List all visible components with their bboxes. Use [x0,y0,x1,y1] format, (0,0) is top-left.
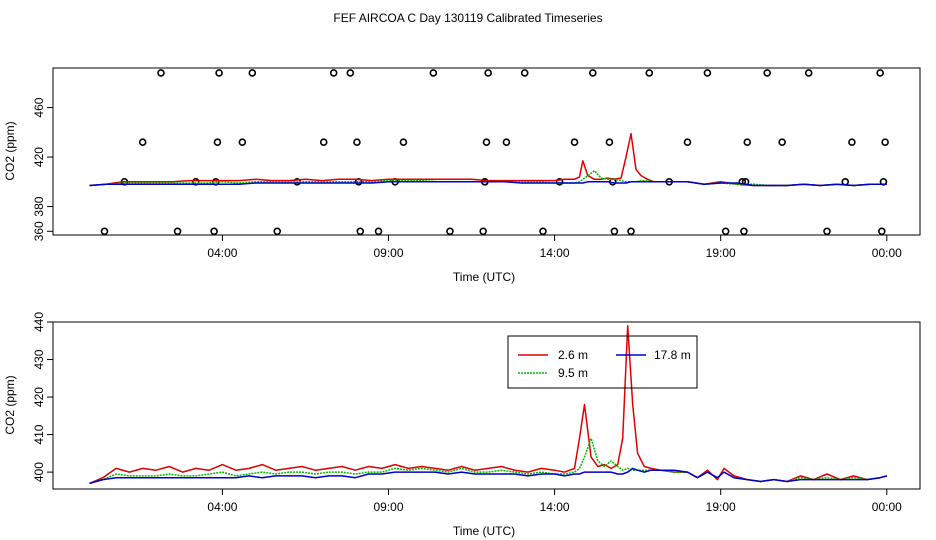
top-calibration-point [610,227,619,236]
top-y-axis-label: CO2 (ppm) [3,121,17,180]
top-calibration-point [570,138,579,147]
bottom-y-tick-label: 420 [32,387,46,407]
top-calibration-point [605,138,614,147]
top-panel: CO2 (ppm) Time (UTC) 04:00 09:00 14:00 19:0… [3,67,921,284]
top-calibration-point [273,227,282,236]
top-x-tick-label: 19:00 [706,246,736,260]
top-x-tick-label: 14:00 [540,246,570,260]
top-calibration-point [100,227,109,236]
top-calibration-point [520,69,529,77]
top-calibration-point [627,227,635,236]
top-calibration-point [399,138,408,147]
top-y-tick-label: 360 [32,221,46,241]
top-x-axis-label: Time (UTC) [453,270,515,284]
top-calibration-point [502,138,511,147]
top-calibration-point [876,69,884,77]
top-calibration-point [210,227,218,236]
top-calibration-point [721,227,730,236]
top-calibration-point [482,138,491,147]
bottom-y-tick-label: 430 [32,349,46,369]
bottom-series-2-6-m [89,325,887,485]
bottom-y-axis-label: CO2 (ppm) [3,375,17,434]
top-calibration-point [743,138,752,147]
legend-label-9-5m: 9.5 m [558,366,588,380]
top-calibration-point [823,227,831,236]
top-calibration-point [555,178,564,186]
top-calibration-point [329,69,338,77]
bottom-x-tick-label: 19:00 [706,500,736,514]
bottom-series-17-8-m [89,467,887,485]
bottom-plot-frame [52,321,921,490]
top-calibration-point [213,138,222,147]
top-calibration-point [353,138,361,147]
bottom-panel: CO2 (ppm) Time (UTC) 04:00 09:00 14:00 19:0… [3,312,921,538]
top-y-tick-label: 420 [32,147,46,167]
top-calibration-point [804,69,813,77]
bottom-x-tick-label: 14:00 [540,500,570,514]
legend-label-2-6m: 2.6 m [558,348,588,362]
top-calibration-point [703,69,712,77]
bottom-x-tick-label: 09:00 [373,500,403,514]
legend: 2.6 m 9.5 m 17.8 m [507,335,698,389]
top-calibration-point [877,227,886,236]
top-calibration-point [645,69,654,77]
top-calibration-point [248,69,257,77]
top-calibration-point [763,69,771,77]
top-calibration-point [346,69,355,77]
top-calibration-point [740,227,748,236]
top-x-tick-label: 09:00 [373,246,403,260]
top-x-tick-label: 04:00 [207,246,237,260]
top-calibration-point [881,138,889,147]
top-calibration-point [215,69,223,77]
legend-box [507,335,698,389]
top-calibration-point [429,69,438,77]
top-calibration-point [588,69,597,77]
top-x-tick-label: 00:00 [872,246,902,260]
top-calibration-point [778,138,786,147]
top-calibration-point [319,138,328,147]
top-calibration-point [683,138,692,147]
top-calibration-point [446,227,454,236]
top-calibration-point [484,69,492,77]
top-calibration-point [238,138,247,147]
top-calibration-point [848,138,856,147]
bottom-y-tick-label: 440 [32,312,46,332]
top-calibration-point [138,138,147,147]
bottom-y-tick-label: 410 [32,424,46,444]
top-calibration-point [374,227,383,236]
figure-title: FEF AIRCOA C Day 130119 Calibrated Times… [333,11,602,25]
bottom-x-axis-label: Time (UTC) [453,524,515,538]
top-calibration-point [157,69,165,77]
top-calibration-point [356,227,365,236]
top-calibration-point [539,227,547,236]
bottom-x-tick-label: 00:00 [872,500,902,514]
top-calibration-point [841,178,850,186]
top-series-2-6-m [89,132,887,187]
top-plot-frame [52,67,921,236]
top-calibration-point [479,227,487,236]
bottom-y-tick-label: 400 [32,462,46,482]
bottom-x-tick-label: 04:00 [207,500,237,514]
bottom-series-9-5-m [89,437,887,485]
top-y-tick-label: 460 [32,97,46,117]
top-y-tick-label: 380 [32,196,46,216]
legend-label-17-8m: 17.8 m [654,348,691,362]
top-calibration-point [173,227,182,236]
top-series-17-8-m [89,181,887,187]
